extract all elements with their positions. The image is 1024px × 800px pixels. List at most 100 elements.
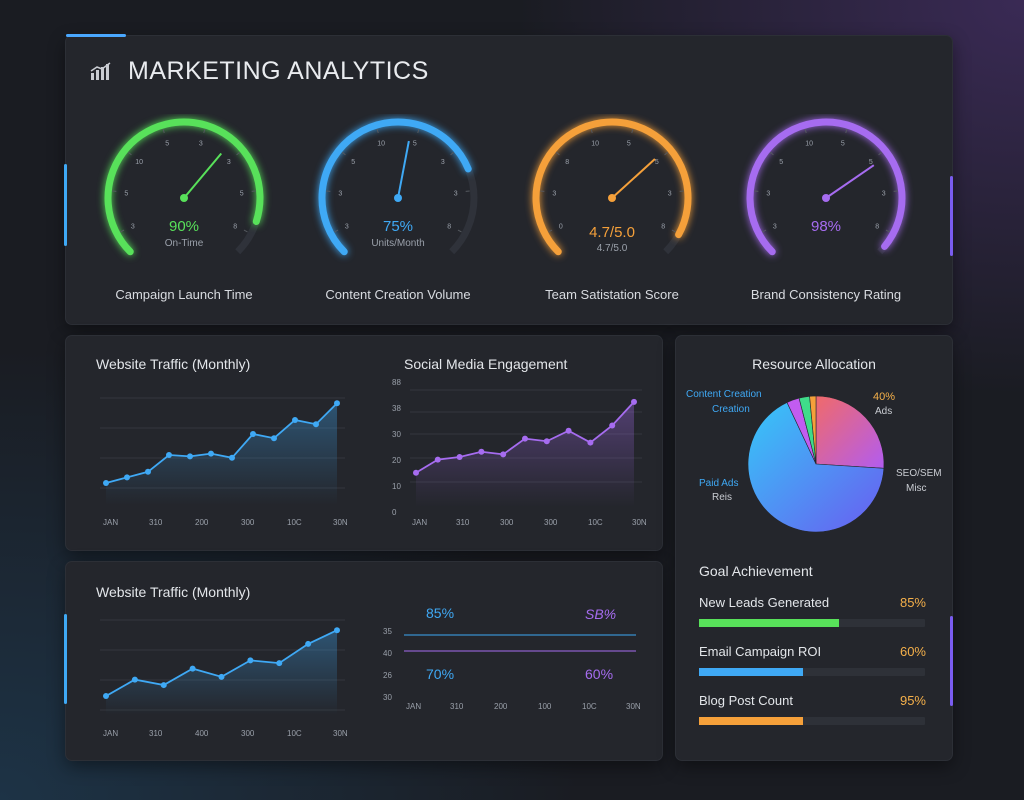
left-accent-edge <box>64 164 67 246</box>
data-point <box>456 454 463 460</box>
page-title: MARKETING ANALYTICS <box>128 57 429 85</box>
resource-pie-chart <box>747 395 885 533</box>
pie-label-paid: Paid Ads <box>699 478 739 489</box>
x-tick-label: 10C <box>588 518 603 527</box>
y-tick-label: 10 <box>392 482 401 491</box>
goal-progress-track <box>699 619 925 627</box>
x-tick-label: 200 <box>494 702 508 711</box>
gauge-tick-mark <box>236 151 240 156</box>
data-point <box>478 448 485 455</box>
traffic-legend-panel <box>66 562 662 760</box>
goal-label: Email Campaign ROI <box>699 644 822 659</box>
gauge-tick-mark <box>885 229 890 233</box>
gauge-tick-label: 8 <box>447 223 451 230</box>
gauge-tick-mark <box>664 151 668 156</box>
x-tick-label: 310 <box>149 518 163 527</box>
goal-label: Blog Post Count <box>699 693 793 708</box>
goal-progress-fill <box>699 668 803 676</box>
gauge-tick-mark <box>804 128 807 134</box>
goal-percent: 85% <box>899 595 926 610</box>
data-point <box>229 454 235 461</box>
gauge-tick-label: 5 <box>413 140 417 147</box>
gauge-tick-label: 3 <box>199 140 203 147</box>
data-point <box>124 474 130 481</box>
data-point <box>131 676 138 683</box>
gauge-value: 75% <box>382 218 414 235</box>
data-point <box>160 682 167 689</box>
gauge-tick-mark <box>556 151 560 156</box>
gauge-hub <box>394 194 402 202</box>
gauge-tick-label: 5 <box>869 159 873 166</box>
traffic-line-chart-2 <box>100 619 345 715</box>
gauge-tick-mark <box>417 128 420 134</box>
gauge-tick-label: 10 <box>805 140 813 147</box>
gauge-tick-label: 5 <box>240 190 244 197</box>
legend-label-scribble: SB% <box>585 606 617 622</box>
gauge-tick-label: 10 <box>377 140 385 147</box>
gauge-tick-mark <box>334 229 339 233</box>
gauge-tick-label: 8 <box>875 223 879 230</box>
x-tick-label: 30N <box>333 729 348 738</box>
data-point <box>276 660 283 667</box>
x-tick-label: 10C <box>582 702 597 711</box>
traffic-chart-2-title: Website Traffic (Monthly) <box>96 584 251 600</box>
goal-progress-fill <box>699 619 840 627</box>
right-accent-edge-2 <box>950 616 953 706</box>
goal-progress-fill <box>699 717 803 725</box>
gauge-needle <box>611 158 656 199</box>
pie-label-content-2: Creation <box>712 404 750 415</box>
gauge-tick-label: 8 <box>233 223 237 230</box>
gauge-tick-label: 3 <box>338 190 342 197</box>
x-tick-label: JAN <box>412 518 428 527</box>
data-point <box>631 398 637 405</box>
data-point <box>334 627 340 634</box>
x-tick-label: 300 <box>241 518 255 527</box>
gauge-tick-label: 5 <box>351 159 355 166</box>
traffic-chart-title: Website Traffic (Monthly) <box>96 356 251 372</box>
y-tick-label: 20 <box>392 456 401 465</box>
kpi-panel <box>66 36 952 324</box>
header-accent-bar <box>66 34 126 37</box>
data-point <box>247 657 254 664</box>
gauge-tick-label: 5 <box>779 159 783 166</box>
y-tick-label: 35 <box>383 627 392 636</box>
gauge-tick-label: 5 <box>841 140 845 147</box>
gauge-tick-mark <box>845 128 848 134</box>
resource-title: Resource Allocation <box>752 356 876 372</box>
data-point <box>609 422 616 429</box>
gauge-tick-label: 3 <box>131 223 135 230</box>
pie-slice <box>747 402 885 533</box>
kpi-gauge: 3 5 10 5 3 3 5 8 <box>94 114 274 264</box>
x-tick-label: 310 <box>450 702 464 711</box>
gauge-tick-mark <box>120 229 125 233</box>
gauge-tick-mark <box>128 151 132 156</box>
gauge-tick-label: 0 <box>559 223 563 230</box>
gauge-tick-label: 3 <box>766 190 770 197</box>
bar-chart-icon <box>90 62 111 80</box>
gauge-tick-mark <box>631 128 634 134</box>
data-point <box>166 452 172 458</box>
gauge-tick-mark <box>671 229 676 233</box>
gauge-value: 90% <box>168 218 200 235</box>
gauge-tick-label: 5 <box>165 140 169 147</box>
goal-progress-track <box>699 717 925 725</box>
y-tick-label: 30 <box>383 693 392 702</box>
pie-slice <box>809 395 817 465</box>
gauge-value: 98% <box>810 218 842 235</box>
gauge-tick-label: 3 <box>227 159 231 166</box>
data-point <box>292 417 298 423</box>
pie-label-ads: Ads <box>875 406 893 417</box>
data-point <box>103 480 109 486</box>
legend-label-85: 85% <box>426 605 455 621</box>
gauge-needle <box>825 164 875 199</box>
social-chart-title: Social Media Engagement <box>404 356 568 372</box>
x-tick-label: 10C <box>287 729 302 738</box>
data-point <box>208 450 214 457</box>
area-fill <box>106 630 337 715</box>
gauge-tick-label: 5 <box>627 140 631 147</box>
data-point <box>413 469 419 476</box>
data-point <box>334 400 340 407</box>
x-tick-label: 300 <box>544 518 558 527</box>
x-tick-label: 30N <box>626 702 641 711</box>
pie-label-misc: Misc <box>906 483 927 494</box>
